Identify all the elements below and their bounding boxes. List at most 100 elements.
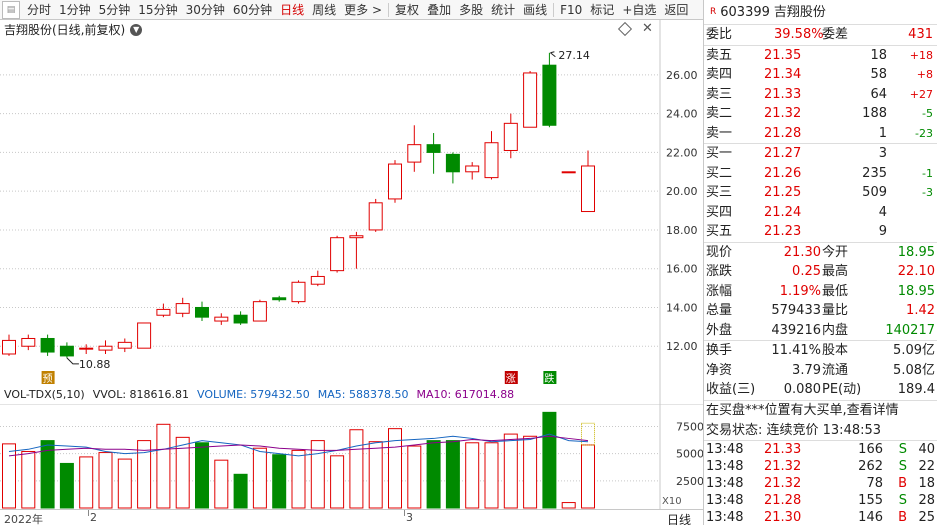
divider [704,399,937,401]
chart-title-text: 吉翔股份(日线,前复权) [4,23,126,37]
y-tick-label: 20.00 [666,185,698,198]
level-change: -23 [915,126,933,140]
volume-bar [465,442,480,509]
toolbar-button[interactable]: 15分钟 [138,2,178,17]
stat-row: 收益(三) 0.080 PE(动) 189.4 [704,380,937,400]
stat-label: 涨跌 [706,264,733,279]
bid-row[interactable]: 买一 21.27 3 [704,144,937,164]
month-label: 3 [406,511,413,524]
level-label: 卖三 [706,86,733,102]
ratio-value: 39.58% [774,27,824,42]
toolbar-button[interactable]: 日线 [280,2,305,17]
tick-count: 25 [918,509,935,525]
toolbar-button[interactable]: +自选 [622,2,657,17]
toolbar-button[interactable]: 复权 [395,2,420,17]
stat-label: 今开 [822,244,849,260]
vol-tick-label: 75000 [676,420,703,433]
toolbar-button[interactable]: 多股 [459,2,484,17]
volume-bar [484,442,499,509]
candle [291,280,306,304]
volume-bar [291,449,306,509]
volume-bar [137,440,152,509]
ratio-label: 委比 [706,27,733,42]
ask-row[interactable]: 卖三 21.33 64 +27 [704,85,937,105]
toolbar-button[interactable]: 分时 [27,2,52,17]
volume-header: VOL-TDX(5,10) VVOL: 818616.81 VOLUME: 57… [4,387,514,403]
toolbar-button[interactable]: 画线 [523,2,548,17]
y-tick-label: 22.00 [666,146,698,159]
ask-row[interactable]: 卖五 21.35 18 +18 [704,46,937,66]
tick-row[interactable]: 13:48 21.28 155 S 28 [704,492,937,509]
tick-count: 22 [918,458,935,474]
candle [252,299,267,322]
toolbar-button[interactable]: 标记 [590,2,615,17]
level-price: 21.27 [764,146,802,161]
level-price: 21.26 [764,165,802,181]
ask-row[interactable]: 卖二 21.32 188 -5 [704,104,937,124]
toolbar-button[interactable]: 周线 [312,2,337,17]
big-order-notice[interactable]: 在买盘***位置有大买单,查看详情 [706,402,899,418]
chart-title[interactable]: 吉翔股份(日线,前复权) ▼ [4,21,143,39]
stat-value: 11.41% [771,343,821,358]
level-label: 卖五 [706,47,733,63]
candle [484,131,499,180]
level-price: 21.25 [764,185,802,200]
toolbar-button[interactable]: 统计 [491,2,516,17]
chart-icon[interactable]: ▤ [2,0,20,19]
tick-count: 18 [918,475,935,491]
toolbar-button[interactable]: 返回 [664,2,689,17]
chevron-down-icon[interactable]: ▼ [130,24,143,36]
toolbar-button[interactable]: 叠加 [427,2,452,17]
stat-label: 现价 [706,244,733,260]
toolbar-button[interactable]: 5分钟 [98,2,131,17]
ask-row[interactable]: 卖一 21.28 1 -23 [704,124,937,144]
volume-bar [523,435,538,509]
toolbar-button[interactable]: 更多 > [344,2,383,17]
toolbar-separator [388,2,390,17]
ask-list: 卖五 21.35 18 +18 卖四 21.34 58 +8 卖三 21.33 64 +27 卖二 21.… [704,46,937,144]
ma10-line [8,435,589,457]
stat-label: 换手 [706,343,733,358]
bid-row[interactable]: 买二 21.26 235 -1 [704,164,937,184]
level-label: 卖四 [706,67,733,82]
divider [704,241,937,243]
toolbar-button[interactable]: 30分钟 [185,2,225,17]
y-tick-label: 18.00 [666,224,698,237]
tick-price: 21.32 [764,458,802,474]
toolbar-button[interactable]: 1分钟 [59,2,91,17]
date-axis: 2022年 2 3 日线 [0,509,703,525]
price-chart[interactable]: 12.00 14.00 16.00 18.00 20.00 22.00 24.00 26.00… [0,20,703,405]
toolbar-button[interactable]: F10 [560,2,583,17]
tick-time: 13:48 [706,458,744,474]
tick-side: B [898,475,907,491]
candle [581,150,595,213]
level-volume: 4 [878,204,887,220]
stat-label: 量比 [822,303,849,318]
tick-row[interactable]: 13:48 21.30 146 B 25 [704,509,937,525]
bid-row[interactable]: 买三 21.25 509 -3 [704,183,937,203]
volume-chart[interactable]: 25000 50000 75000 X10 [0,404,703,509]
volume-bar [561,502,576,509]
stat-label: PE(动) [822,382,862,397]
vol-indicator[interactable]: VOL-TDX(5,10) [4,388,85,401]
vol-unit-label: X10 [662,496,682,507]
bid-row[interactable]: 买五 21.23 9 [704,222,937,242]
toolbar-button[interactable]: 60分钟 [232,2,273,17]
volume-bar [214,459,229,509]
level-label: 买三 [706,185,733,200]
tick-row[interactable]: 13:48 21.33 166 S 40 [704,441,937,458]
candle [233,311,248,325]
volume-bar [79,456,94,509]
tick-row[interactable]: 13:48 21.32 262 S 22 [704,458,937,475]
stat-value: 140217 [885,322,935,338]
close-icon[interactable]: ✕ [642,21,653,36]
ask-row[interactable]: 卖四 21.34 58 +8 [704,65,937,85]
bid-row[interactable]: 买四 21.24 4 [704,203,937,223]
tick-price: 21.32 [764,475,802,491]
tick-list[interactable]: 13:48 21.33 166 S 40 13:48 21.32 262 S 22 13:48 21.… [704,441,937,525]
candle [79,344,94,354]
tick-volume: 155 [858,492,883,508]
period-label[interactable]: 日线 [666,513,691,525]
tick-row[interactable]: 13:48 21.32 78 B 18 [704,475,937,492]
rong-badge: R [710,6,717,17]
